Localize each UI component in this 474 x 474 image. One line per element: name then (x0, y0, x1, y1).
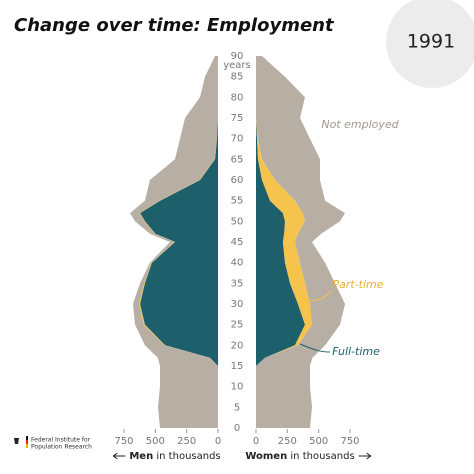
y-tick-label: 0 (234, 423, 240, 434)
y-tick-label: 40 (231, 258, 244, 269)
year-badge (386, 0, 474, 88)
x-tick-label: 500 (146, 436, 165, 447)
logo-text: Federal Institute for (31, 437, 91, 444)
area-segment (256, 56, 312, 428)
y-tick-label: 65 (231, 154, 244, 165)
area-segment (256, 56, 305, 428)
y-tick-label: 80 (231, 92, 244, 103)
x-tick-label: 250 (278, 436, 297, 447)
y-tick-label: 10 (231, 382, 244, 393)
leader-line (299, 343, 331, 353)
arrow (358, 452, 372, 460)
unit-label: in thousands (290, 451, 354, 462)
y-tick-label: 90 (231, 51, 244, 62)
x-tick-label: 500 (309, 436, 328, 447)
x-axis-label: Women in thousands (245, 451, 354, 462)
y-tick-label: 75 (231, 113, 244, 124)
y-tick-label: 85 (231, 72, 244, 83)
x-tick-label: 0 (253, 436, 259, 447)
y-tick-label: 60 (231, 175, 244, 186)
year: 1991 (407, 31, 455, 53)
x-tick-label: 750 (340, 436, 359, 447)
x-tick-label: 250 (177, 436, 196, 447)
area-segment (130, 56, 218, 428)
y-axis-label: years (223, 60, 251, 71)
x-tick-label: 750 (114, 436, 133, 447)
panel-label: Men (129, 451, 153, 462)
x-tick-label: 0 (215, 436, 221, 447)
leader-line (305, 290, 333, 302)
arrow (112, 452, 126, 460)
y-tick-label: 45 (231, 237, 244, 248)
series-label: Part-time (332, 278, 383, 291)
y-tick-label: 30 (231, 299, 244, 310)
area-segment (256, 56, 345, 428)
y-tick-label: 15 (231, 361, 244, 372)
series-label: Not employed (321, 118, 399, 131)
series-label: Full-time (332, 345, 380, 358)
y-tick-label: 5 (234, 402, 240, 413)
chart-title: Change over time: Employment (14, 15, 335, 36)
y-tick-label: 20 (231, 340, 244, 351)
y-tick-label: 70 (231, 134, 244, 145)
area-segment (140, 56, 218, 428)
y-tick-label: 55 (231, 196, 244, 207)
unit-label: in thousands (156, 451, 220, 462)
y-tick-label: 50 (231, 216, 244, 227)
y-tick-label: 35 (231, 278, 244, 289)
y-tick-label: 25 (231, 320, 244, 331)
panel-label: Women (245, 451, 287, 462)
logo: Federal Institute for Population Researc… (14, 436, 92, 451)
x-axis-label: Men in thousands (129, 451, 220, 462)
logo-text: Population Research (31, 444, 92, 451)
